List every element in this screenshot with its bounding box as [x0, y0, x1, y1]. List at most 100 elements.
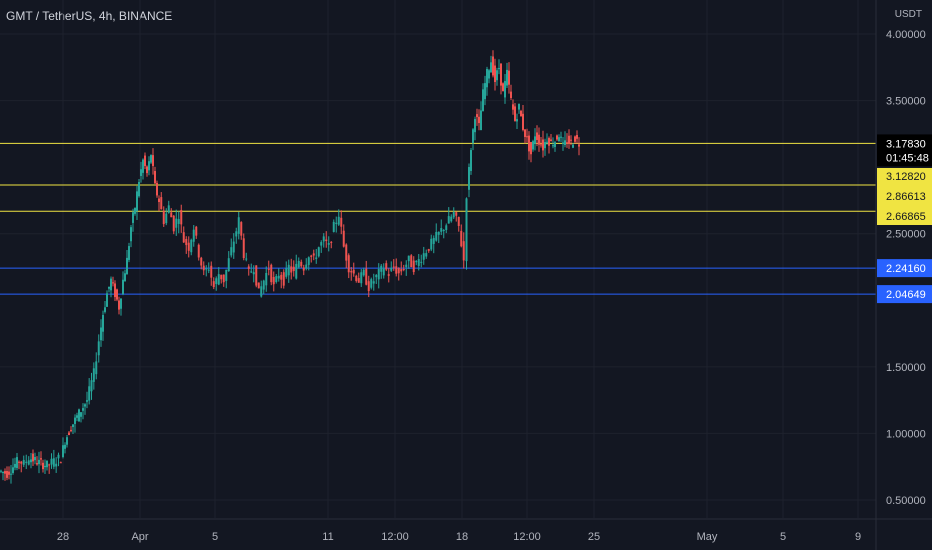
blue-price-label-1-bg	[877, 259, 932, 278]
candle-body	[435, 231, 438, 241]
candle-body	[488, 70, 490, 79]
candle-body	[302, 267, 305, 271]
candle-body	[230, 247, 233, 256]
candle-body	[490, 62, 492, 73]
candle-body	[257, 282, 260, 289]
candle-body	[242, 238, 245, 259]
candle-body	[277, 275, 280, 279]
candle-body	[522, 113, 524, 130]
blue-price-label-1: 2.24160	[886, 263, 926, 275]
candle-body	[548, 138, 550, 146]
candle-body	[250, 271, 253, 273]
candle-body	[227, 258, 230, 272]
candle-body	[516, 119, 518, 122]
candle-body	[222, 274, 225, 283]
blue-price-label-2: 2.04649	[886, 289, 926, 301]
candle-body	[22, 459, 25, 465]
candle-body	[317, 247, 320, 257]
candle-body	[38, 459, 40, 465]
candle-body	[437, 231, 440, 235]
x-tick-label: 28	[57, 531, 69, 543]
candle-body	[380, 265, 383, 272]
candle-body	[152, 155, 154, 166]
candle-body	[524, 129, 526, 137]
candle-body	[480, 110, 482, 131]
candle-body	[514, 106, 516, 121]
candle-body	[20, 461, 23, 464]
candle-body	[255, 265, 258, 286]
candle-body	[492, 56, 494, 76]
candle-body	[330, 241, 333, 243]
candle-body	[48, 464, 51, 466]
candle-body	[422, 253, 425, 260]
candle-body	[292, 266, 295, 272]
candle-body	[512, 104, 514, 110]
candle-body	[92, 368, 95, 382]
yellow-price-label: 2.86613	[886, 191, 926, 203]
candle-body	[86, 400, 88, 402]
candle-body	[450, 216, 453, 222]
candle-body	[202, 265, 205, 271]
candle-body	[220, 274, 223, 280]
candle-body	[46, 460, 48, 468]
y-tick-label: 0.50000	[886, 495, 926, 507]
candle-body	[267, 268, 270, 270]
candle-body	[112, 282, 114, 284]
candle-body	[432, 237, 435, 244]
candle-body	[504, 81, 506, 98]
y-tick-label: 4.00000	[886, 29, 926, 41]
horizontal-lines	[0, 142, 876, 295]
candle-body	[544, 142, 546, 149]
y-tick-label: 1.00000	[886, 428, 926, 440]
candle-body	[397, 268, 400, 274]
candle-body	[542, 139, 544, 151]
x-tick-label: 18	[456, 531, 468, 543]
candle-body	[252, 272, 255, 275]
candle-body	[165, 213, 168, 224]
candle-body	[536, 132, 538, 140]
candle-body	[187, 242, 190, 251]
candle-body	[64, 444, 66, 449]
candle-body	[478, 116, 480, 124]
price-labels: 3.17830 01:45:48 3.12820 2.86613 2.66865 2.24…	[877, 134, 932, 304]
candle-body	[455, 212, 458, 216]
candle-body	[285, 268, 288, 277]
candle-body	[18, 461, 20, 463]
x-tick-label: 5	[780, 531, 786, 543]
candle-body	[140, 169, 142, 176]
candle-body	[124, 273, 126, 282]
candle-body	[320, 242, 323, 246]
candle-body	[365, 268, 368, 285]
candle-body	[340, 217, 343, 227]
candle-body	[425, 253, 428, 257]
candle-body	[500, 63, 502, 86]
candle-body	[300, 261, 303, 267]
candle-body	[90, 380, 93, 392]
candle-body	[262, 280, 265, 290]
candle-body	[526, 136, 528, 138]
candle-body	[97, 341, 100, 356]
candle-body	[502, 83, 504, 92]
x-tick-label: 12:00	[381, 531, 409, 543]
candle-body	[180, 210, 183, 225]
candle-body	[337, 216, 340, 225]
candle-body	[352, 269, 355, 274]
candle-body	[412, 260, 415, 273]
candle-body	[44, 465, 46, 468]
candle-body	[564, 140, 566, 145]
candle-body	[80, 412, 82, 417]
candle-body	[355, 275, 358, 281]
y-tick-label: 1.50000	[886, 362, 926, 374]
candle-body	[16, 457, 18, 469]
candle-body	[34, 456, 36, 461]
candle-body	[410, 255, 413, 268]
candle-body	[6, 471, 8, 478]
candle-body	[158, 198, 160, 203]
candle-body	[415, 260, 418, 263]
candle-body	[116, 289, 118, 300]
candle-body	[560, 136, 562, 138]
candle-body	[148, 161, 150, 171]
candle-body	[59, 462, 62, 464]
